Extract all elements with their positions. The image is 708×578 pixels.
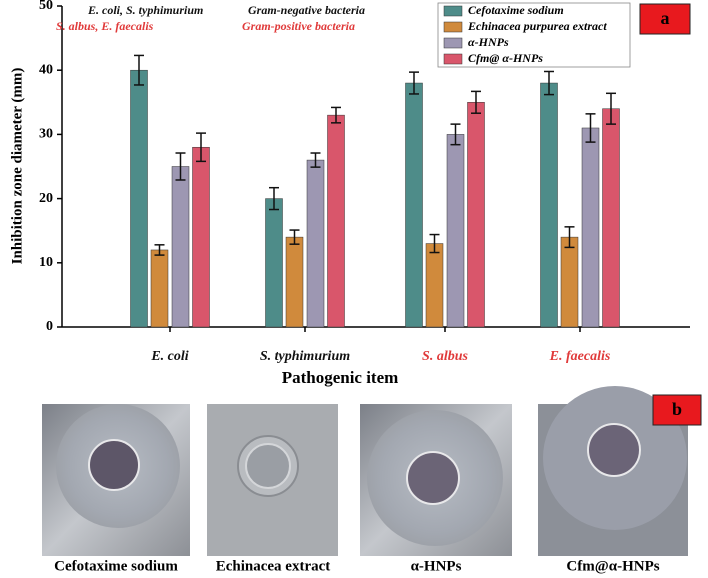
error-bar (269, 186, 279, 211)
error-bar (134, 54, 144, 86)
legend-label: Cfm@ α-HNPs (468, 51, 543, 65)
bar (130, 69, 148, 328)
y-tick-label: 50 (39, 0, 53, 13)
bar (265, 198, 283, 328)
bar (306, 159, 325, 328)
bar (602, 108, 620, 328)
error-bar (154, 244, 165, 256)
y-tick-label: 0 (46, 319, 53, 334)
bar (285, 236, 304, 328)
legend-swatch (443, 21, 463, 33)
y-tick-label: 30 (39, 127, 53, 142)
legend-frame (437, 2, 631, 68)
annotation: Gram-positive bacteria (242, 19, 355, 33)
x-tick-label: E. coli (150, 349, 188, 364)
annotation: E. coli, S. typhimurium (87, 3, 203, 17)
photo (360, 404, 512, 556)
photo (538, 386, 688, 556)
bar (150, 249, 169, 328)
error-bar (310, 152, 321, 168)
error-bar (544, 70, 554, 96)
photo-caption: Cfm@α-HNPs (566, 558, 659, 574)
error-bar (429, 233, 440, 254)
y-tick-label: 10 (39, 255, 53, 270)
error-bar (289, 229, 300, 245)
error-bar (450, 123, 461, 146)
bar (581, 127, 600, 328)
bar (540, 82, 558, 328)
x-tick-label: E. faecalis (549, 349, 611, 364)
bar (171, 166, 190, 328)
panel-label: b (672, 399, 682, 419)
photo (42, 404, 190, 556)
bar (405, 82, 423, 328)
photo (207, 404, 338, 556)
annotation: S. albus, E. faecalis (56, 19, 154, 33)
photo-caption: Cefotaxime sodium (54, 558, 178, 574)
x-tick-label: S. typhimurium (260, 349, 350, 364)
photo-caption: α-HNPs (411, 558, 462, 574)
y-tick-label: 20 (39, 191, 53, 206)
bar (327, 114, 345, 328)
legend-label: Cefotaxime sodium (468, 3, 564, 17)
error-bar (585, 113, 596, 143)
legend-swatch (443, 5, 463, 17)
error-bar (471, 90, 481, 114)
photo-caption: Echinacea extract (216, 558, 331, 574)
bar (192, 146, 210, 328)
x-tick-label: S. albus (422, 349, 468, 364)
bar (446, 134, 465, 328)
panel-label: a (661, 8, 670, 28)
error-bar (409, 71, 419, 95)
bar (467, 102, 485, 328)
x-axis-label: Pathogenic item (282, 368, 399, 387)
panel-label-box (652, 394, 702, 426)
bar (425, 243, 444, 328)
error-bar (606, 92, 616, 125)
y-tick-label: 40 (39, 62, 53, 77)
error-bar (331, 106, 341, 124)
legend-swatch (443, 37, 463, 49)
panel-label-box (639, 3, 691, 35)
error-bar (175, 152, 186, 181)
legend-swatch (443, 53, 463, 65)
annotation: Gram-negative bacteria (248, 3, 365, 17)
photo-panel (42, 386, 688, 556)
y-axis-label: Inhibition zone diameter (mm) (9, 68, 25, 265)
bar (560, 236, 579, 328)
legend-label: α-HNPs (468, 35, 509, 49)
error-bar (196, 132, 206, 163)
legend-label: Echinacea purpurea extract (467, 19, 607, 33)
error-bar (564, 226, 575, 249)
